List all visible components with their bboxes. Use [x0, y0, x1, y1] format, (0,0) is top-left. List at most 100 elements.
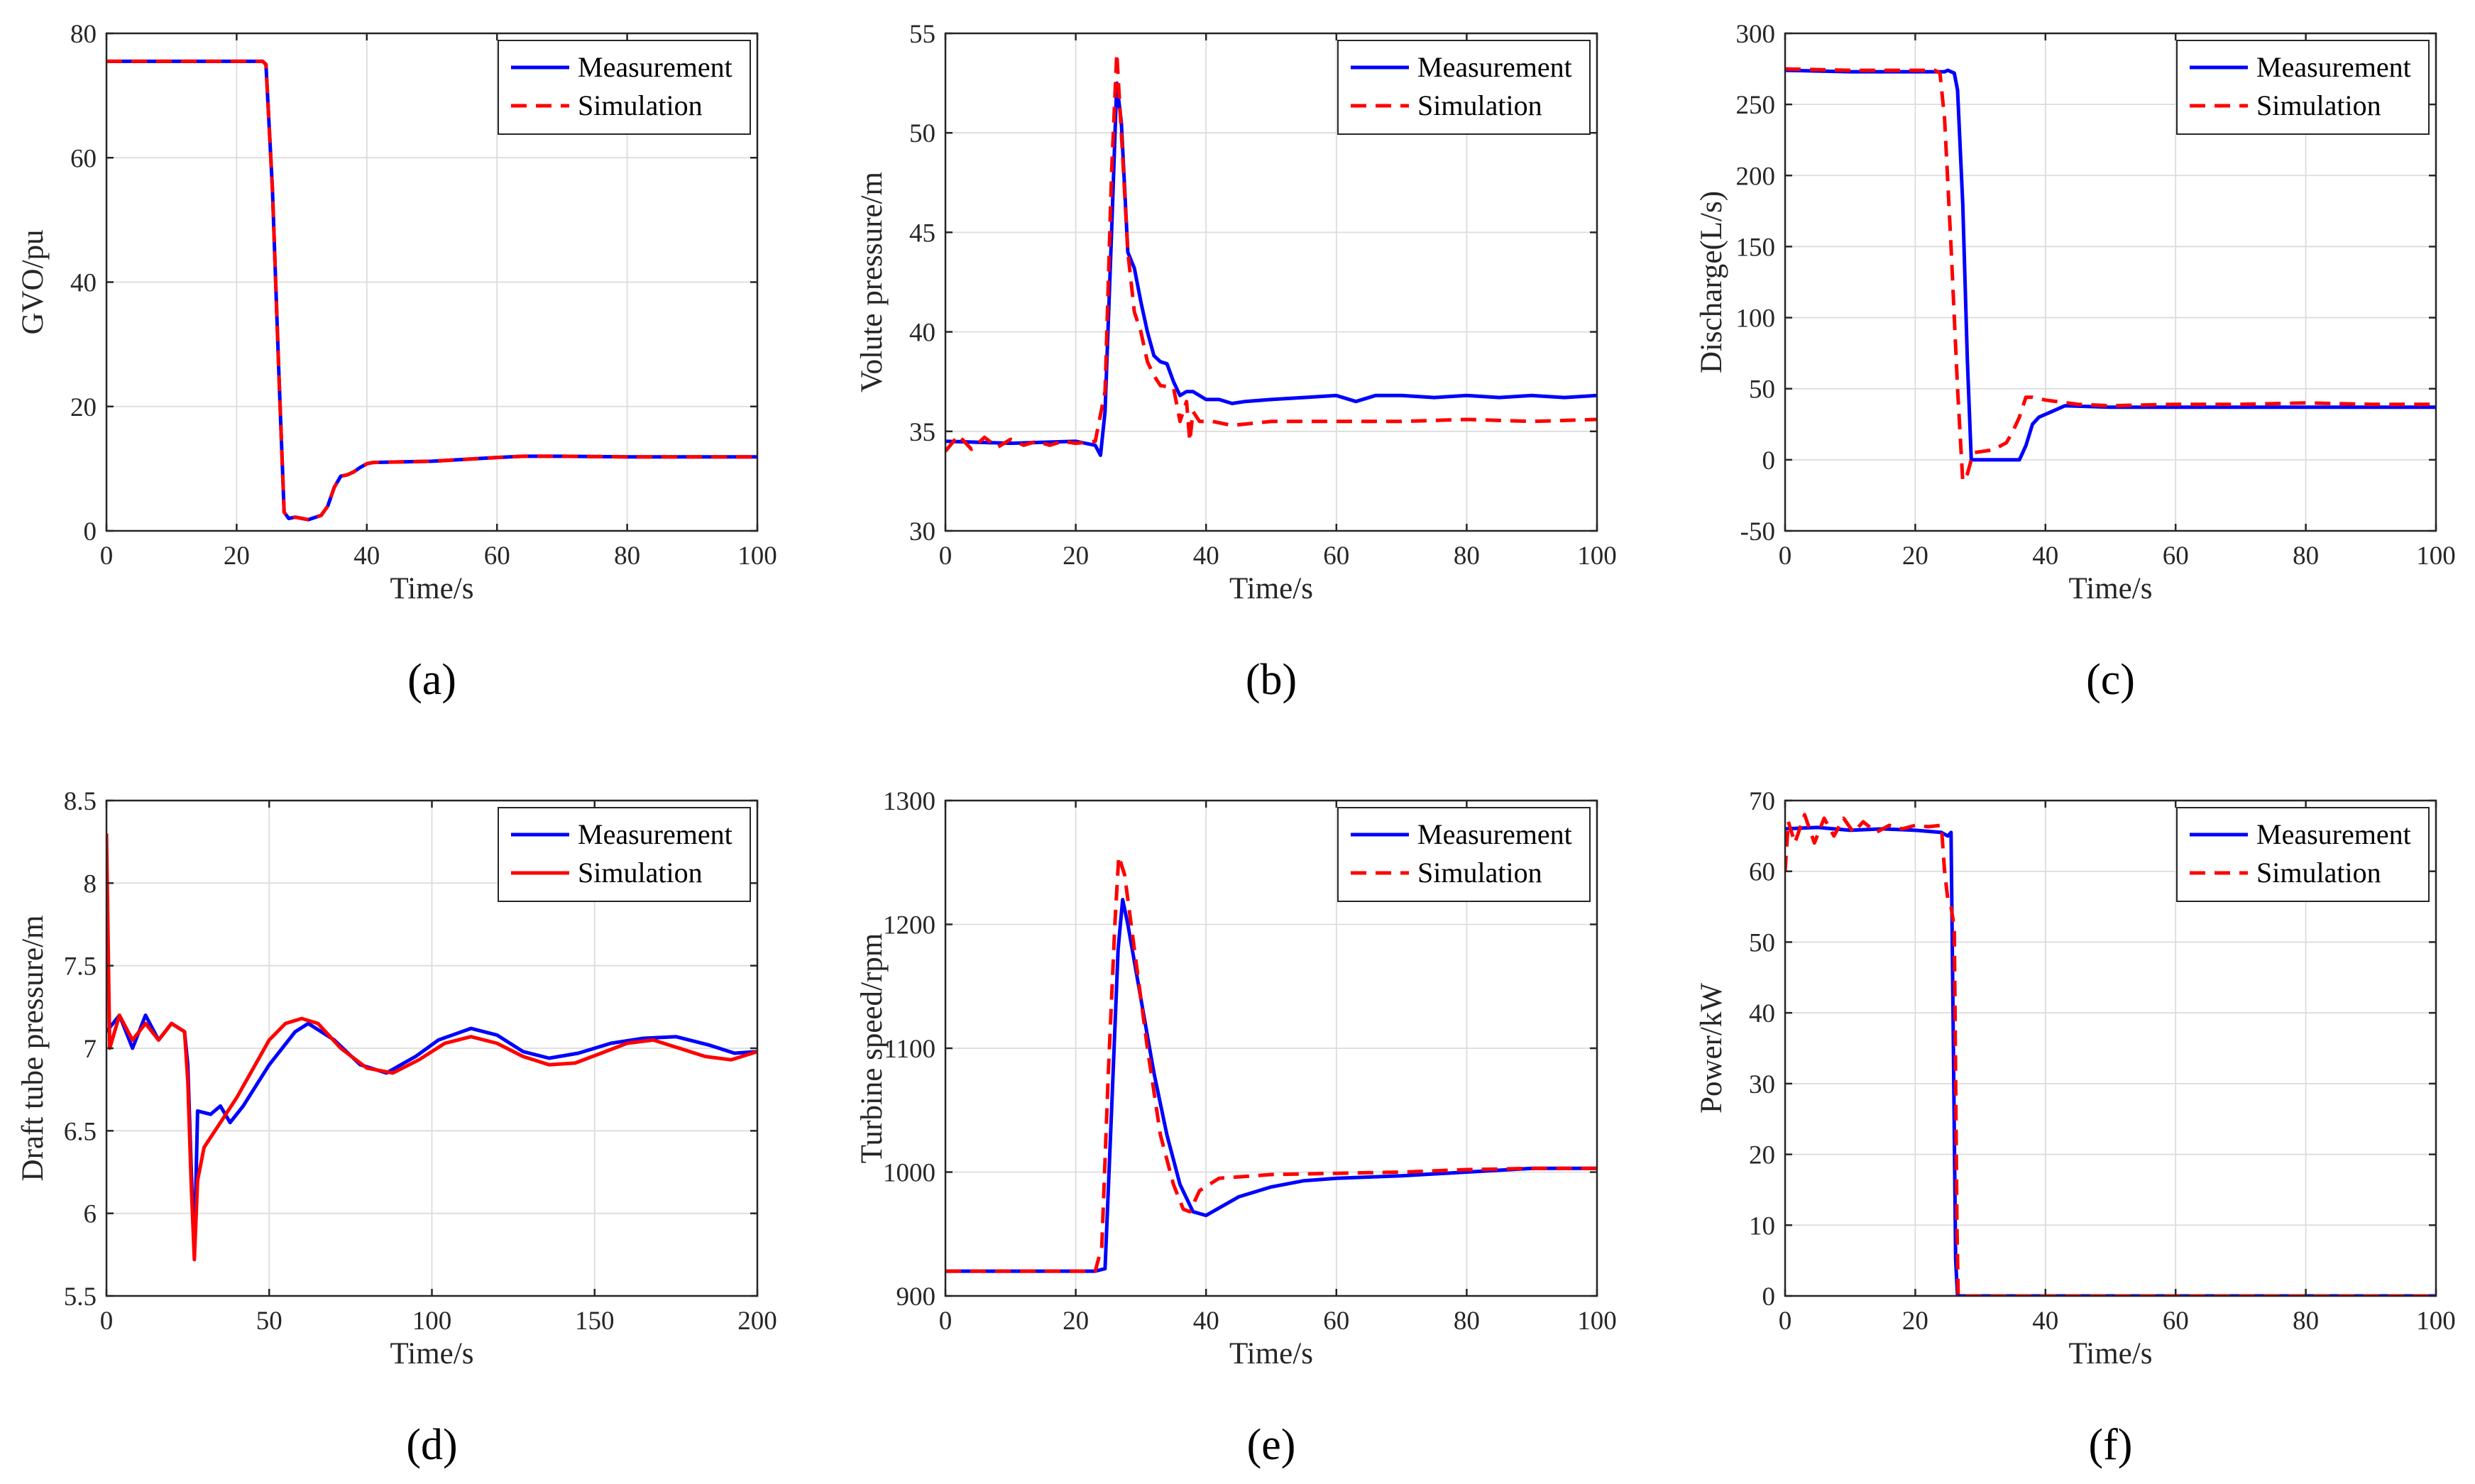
x-tick-label: 80	[1454, 542, 1480, 571]
x-axis-label: Time/s	[2069, 572, 2153, 605]
x-tick-label: 60	[2163, 542, 2189, 571]
legend: Measurement Simulation	[498, 807, 751, 902]
legend-box	[2176, 40, 2430, 135]
y-tick-label: 40	[909, 319, 935, 348]
legend-label-simulation: Simulation	[1417, 857, 1542, 889]
x-tick-label: 200	[737, 1307, 777, 1336]
legend-label-measurement: Measurement	[578, 818, 732, 850]
y-tick-label: 5.5	[64, 1282, 97, 1312]
y-tick-label: 6.5	[64, 1117, 97, 1146]
x-tick-label: 0	[100, 542, 114, 571]
x-tick-label: 60	[1323, 542, 1349, 571]
y-tick-label: 1100	[884, 1035, 935, 1064]
legend-label-simulation: Simulation	[578, 89, 703, 121]
x-tick-label: 60	[1323, 1307, 1349, 1336]
x-tick-label: 40	[2032, 1307, 2058, 1336]
y-tick-label: 150	[1736, 233, 1776, 262]
x-tick-label: 100	[412, 1307, 452, 1336]
x-axis-label: Time/s	[1229, 1337, 1313, 1370]
y-axis-label: Discharge(L/s)	[1695, 191, 1728, 373]
y-tick-label: 300	[1736, 20, 1776, 49]
series-group	[945, 51, 1597, 457]
y-axis-label: Turbine speed/rpm	[855, 933, 889, 1163]
panel-label: (a)	[407, 656, 456, 704]
y-tick-label: 1200	[883, 911, 935, 940]
series-group	[945, 854, 1597, 1273]
x-tick-label: 40	[1193, 1307, 1219, 1336]
series-group	[106, 833, 757, 1262]
panel-a: 0 20 40 60 80 100 0 20 40 60 80 Time/s GVO/pu Measure…	[16, 20, 777, 704]
x-tick-label: 40	[1193, 542, 1219, 571]
x-tick-label: 150	[575, 1307, 615, 1336]
legend-box	[498, 40, 751, 135]
series-line-simulation	[106, 59, 757, 522]
panel-label: (d)	[406, 1421, 457, 1469]
legend-label-measurement: Measurement	[1417, 818, 1572, 850]
x-tick-label: 100	[1577, 542, 1617, 571]
x-tick-label: 0	[939, 1307, 953, 1336]
series-line-measurement	[945, 898, 1597, 1273]
y-tick-label: 10	[1749, 1211, 1775, 1241]
series-group	[106, 59, 757, 522]
series-line-simulation	[1785, 813, 2436, 1296]
series-line-simulation	[945, 51, 1597, 453]
legend: Measurement Simulation	[1337, 807, 1591, 902]
panel-label: (b)	[1246, 656, 1297, 704]
x-tick-label: 100	[737, 542, 777, 571]
legend-box	[1337, 40, 1591, 135]
legend: Measurement Simulation	[1337, 40, 1591, 135]
panel-label: (f)	[2089, 1421, 2133, 1469]
panel-e: 0 20 40 60 80 100 900 1000 1100 1200 1300 Time/s Tur…	[855, 787, 1617, 1469]
series-line-measurement	[1785, 68, 2436, 462]
y-axis-label: GVO/pu	[16, 229, 50, 334]
x-tick-label: 80	[1454, 1307, 1480, 1336]
x-tick-label: 20	[1902, 1307, 1928, 1336]
legend-label-simulation: Simulation	[578, 857, 703, 889]
panel-b: 0 20 40 60 80 100 30 35 40 45 50 55 Time/s Volute pre…	[855, 20, 1617, 704]
x-tick-label: 60	[2163, 1307, 2189, 1336]
y-tick-label: 6	[84, 1200, 97, 1229]
series-group	[1785, 67, 2436, 483]
y-tick-label: 250	[1736, 91, 1776, 120]
y-tick-label: 45	[909, 219, 935, 248]
axes-box	[1784, 799, 2437, 1297]
legend-box	[1337, 807, 1591, 902]
panel-f: 0 20 40 60 80 100 0 10 20 30 40 50 60 70 Time/s Power/k…	[1695, 787, 2456, 1469]
y-tick-label: 20	[1749, 1141, 1775, 1170]
y-tick-label: 8.5	[64, 787, 97, 816]
x-tick-label: 40	[2032, 542, 2058, 571]
y-tick-label: 8	[84, 869, 97, 898]
x-tick-label: 80	[2293, 542, 2319, 571]
legend: Measurement Simulation	[2176, 40, 2430, 135]
axes-box	[1784, 32, 2437, 532]
legend-label-measurement: Measurement	[1417, 51, 1572, 83]
x-axis-label: Time/s	[390, 572, 474, 605]
panel-label: (e)	[1247, 1421, 1296, 1469]
y-tick-label: 20	[70, 393, 97, 422]
x-tick-label: 20	[1063, 1307, 1089, 1336]
x-tick-label: 40	[353, 542, 380, 571]
series-line-simulation	[945, 854, 1597, 1273]
x-tick-label: 80	[2293, 1307, 2319, 1336]
y-tick-label: 50	[909, 119, 935, 148]
y-tick-label: 7	[84, 1035, 97, 1064]
legend-label-measurement: Measurement	[2256, 51, 2411, 83]
y-tick-label: 55	[909, 20, 935, 49]
y-tick-label: 60	[70, 144, 97, 173]
panel-c: 0 20 40 60 80 100-50050100150200250300Time/sD…	[1695, 20, 2456, 704]
x-tick-label: 20	[224, 542, 250, 571]
axes-box	[944, 32, 1598, 532]
x-tick-label: 0	[1779, 1307, 1792, 1336]
y-tick-label: 30	[1749, 1070, 1775, 1099]
y-tick-label: 1000	[883, 1159, 935, 1188]
x-tick-label: 0	[939, 542, 953, 571]
x-tick-label: 50	[256, 1307, 282, 1336]
x-tick-label: 20	[1063, 542, 1089, 571]
y-tick-label: 50	[1749, 375, 1775, 405]
legend-label-measurement: Measurement	[578, 51, 732, 83]
y-tick-label: 0	[1762, 446, 1776, 476]
x-tick-label: 100	[2416, 1307, 2456, 1336]
legend: Measurement Simulation	[498, 40, 751, 135]
legend-box	[498, 807, 751, 902]
y-tick-label: 80	[70, 20, 97, 49]
